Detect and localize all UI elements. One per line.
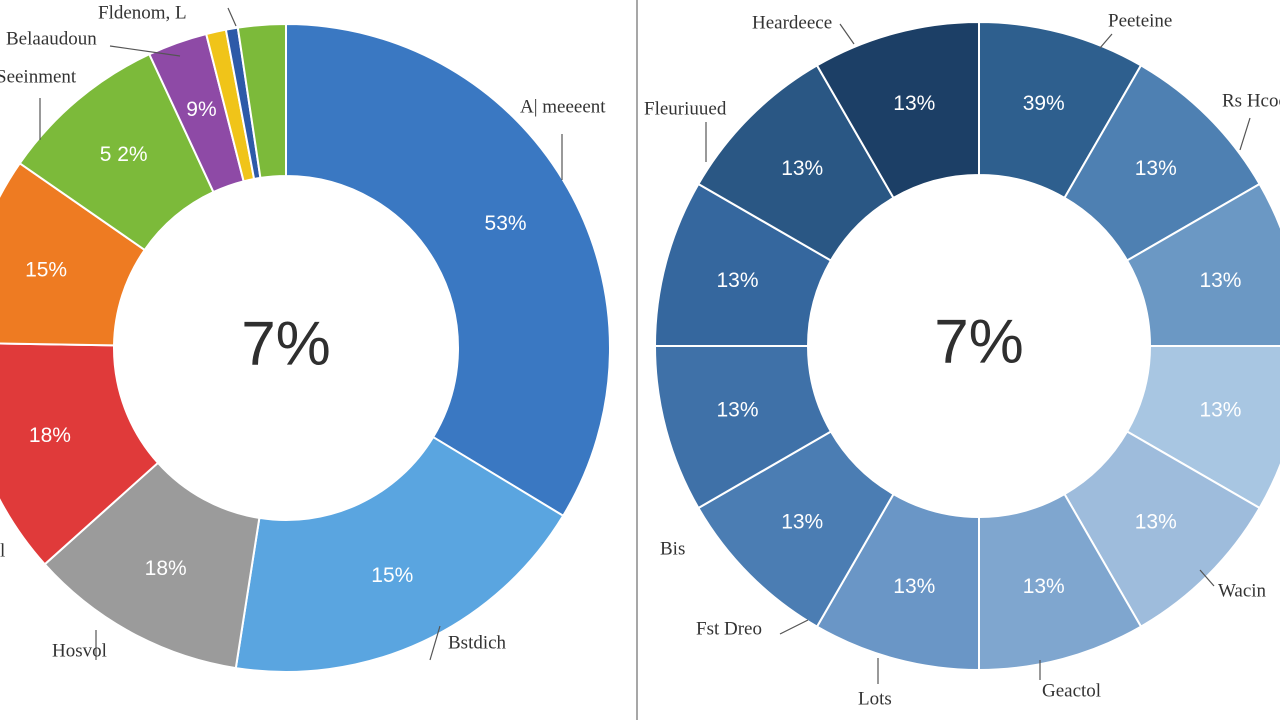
chart-0-slice-0-category-label: A| meeeent	[520, 96, 606, 117]
chart-1-slice-1-category-label: Rs Hcoc	[1222, 90, 1280, 111]
chart-1-slice-0-leader-line	[1099, 33, 1113, 49]
chart-0-slice-3-category-label: l	[0, 540, 5, 561]
chart-1-slice-8-value-label: 13%	[717, 398, 759, 421]
chart-1-slice-10-value-label: 13%	[781, 157, 823, 180]
chart-1-slice-9-category-label: Fleuriuued	[644, 98, 727, 119]
chart-0-slice-1-category-label: Bstdich	[448, 632, 507, 653]
chart-1-slice-1-value-label: 13%	[1135, 157, 1177, 180]
chart-1-slice-2	[1125, 182, 1280, 347]
chart-1-center-label: 7%	[934, 307, 1024, 376]
chart-0-slice-2-value-label: 18%	[145, 557, 187, 580]
chart-1-slice-11	[815, 20, 980, 200]
chart-1-slice-3-leader-line	[1199, 569, 1215, 587]
chart-1-slice-11-value-label: 13%	[893, 92, 935, 115]
chart-0-slice-3	[0, 342, 160, 566]
chart-0-slice-6-value-label: 9%	[186, 98, 216, 121]
donut-chart-left: 53% 15% 18% 18% 15% 5 2% 9% 7% A| meeeent Bstdich…	[0, 2, 611, 673]
chart-1-slice-10-category-label: Heardeece	[752, 12, 832, 33]
chart-0-slice-7-leader-line	[227, 7, 237, 27]
chart-1-slice-0-value-label: 39%	[1023, 92, 1065, 115]
chart-0-slice-2-category-label: Hosvol	[52, 640, 107, 661]
chart-0-slice-1	[234, 435, 565, 673]
chart-1-slice-6-category-label: Lots	[858, 688, 892, 709]
chart-1-slice-3-value-label: 13%	[1199, 398, 1241, 421]
chart-1-slice-10-leader-line	[839, 23, 855, 45]
chart-1-slice-7-leader-line	[779, 619, 809, 635]
chart-0-slice-4-value-label: 15%	[25, 258, 67, 281]
chart-0-slice-7-category-label: Fldenom, L	[98, 2, 187, 23]
chart-1-slice-2-value-label: 13%	[1199, 269, 1241, 292]
chart-0-slice-0	[285, 22, 611, 518]
donut-chart-right: 39% 13% 13% 13% 13% 13% 13% 13% 13% 13% 13% 13% 7% Pe…	[644, 10, 1280, 709]
chart-1-slice-3-category-label: Wacin	[1218, 580, 1267, 601]
chart-1-slice-1-leader-line	[1239, 117, 1251, 151]
chart-1-slice-8-category-label: Bis	[660, 538, 685, 559]
chart-1-slice-5-category-label: Geactol	[1042, 680, 1101, 701]
chart-0-slice-6-category-label: Belaaudoun	[6, 28, 97, 49]
chart-1-slice-7-category-label: Fst Dreo	[696, 618, 762, 639]
chart-0-slice-9	[236, 22, 287, 180]
chart-0-slice-1-value-label: 15%	[371, 564, 413, 587]
chart-1-slice-5-value-label: 13%	[1023, 575, 1065, 598]
chart-1-slice-7-value-label: 13%	[781, 510, 823, 533]
chart-0-slice-5-value-label: 5 2%	[100, 143, 148, 166]
chart-1-slice-9-value-label: 13%	[717, 269, 759, 292]
chart-1-slice-4-value-label: 13%	[1135, 510, 1177, 533]
chart-1-slice-0-category-label: Peeteine	[1108, 10, 1172, 31]
chart-0-slice-0-value-label: 53%	[485, 212, 527, 235]
chart-0-center-label: 7%	[241, 309, 331, 378]
chart-0-slice-6-leader-line	[109, 45, 181, 57]
chart-0-slice-3-value-label: 18%	[29, 424, 71, 447]
chart-1-slice-6-value-label: 13%	[893, 575, 935, 598]
chart-0-slice-5-category-label: Seeinment	[0, 66, 77, 87]
chart-0-slice-1-leader-line	[429, 625, 441, 661]
